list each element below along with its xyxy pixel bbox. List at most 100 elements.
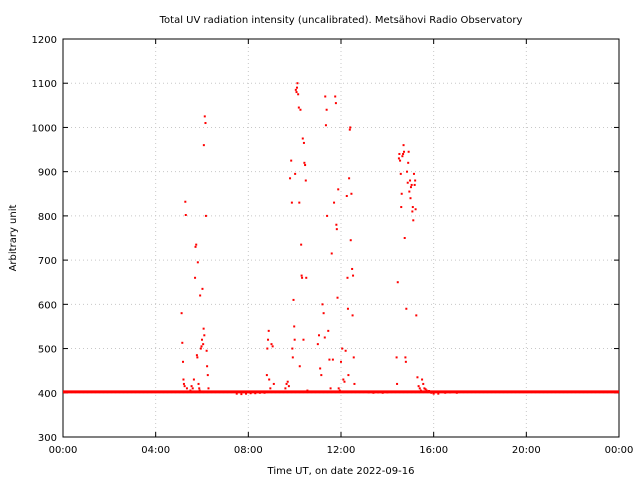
- data-point: [343, 380, 346, 383]
- data-point: [190, 385, 193, 388]
- data-point: [198, 387, 201, 390]
- data-point: [399, 172, 402, 175]
- data-point: [321, 303, 324, 306]
- data-point: [324, 124, 327, 127]
- data-point: [194, 276, 197, 279]
- data-point: [304, 179, 307, 182]
- data-point: [317, 334, 320, 337]
- data-point: [289, 177, 292, 180]
- data-point: [201, 338, 203, 341]
- data-point: [271, 345, 274, 348]
- data-point: [286, 380, 289, 383]
- data-point: [245, 392, 248, 395]
- data-point: [418, 387, 421, 390]
- data-point: [295, 91, 298, 94]
- data-point: [302, 338, 305, 341]
- data-point: [206, 374, 209, 377]
- data-point: [327, 329, 330, 332]
- data-point: [249, 392, 252, 395]
- axis-ticks: [62, 38, 620, 438]
- data-point: [331, 358, 334, 361]
- data-point: [414, 179, 417, 182]
- data-point: [412, 219, 415, 222]
- data-point: [205, 349, 208, 352]
- grid-lines: [63, 39, 619, 437]
- data-point: [207, 387, 210, 390]
- data-point: [402, 144, 405, 147]
- data-point: [202, 343, 205, 346]
- data-point: [409, 186, 412, 189]
- data-point: [300, 243, 303, 246]
- data-point: [295, 86, 298, 89]
- data-point: [299, 108, 302, 111]
- x-tick-label: 12:00: [327, 445, 356, 456]
- data-point: [316, 343, 319, 346]
- data-point: [401, 155, 404, 158]
- data-point: [235, 392, 238, 395]
- y-tick-label: 300: [38, 433, 57, 444]
- data-point: [351, 267, 354, 270]
- data-point: [265, 374, 268, 377]
- data-point: [290, 201, 293, 204]
- data-point: [421, 378, 424, 381]
- data-point: [411, 206, 414, 209]
- data-point: [336, 296, 339, 299]
- data-point: [428, 390, 431, 393]
- data-point: [323, 336, 326, 339]
- x-tick-label: 16:00: [419, 445, 448, 456]
- data-point: [307, 390, 310, 393]
- data-point: [404, 356, 407, 359]
- data-point: [197, 382, 200, 385]
- data-point: [411, 210, 414, 213]
- data-point: [291, 356, 294, 359]
- data-point: [305, 276, 308, 279]
- data-point: [189, 389, 192, 392]
- data-point: [419, 389, 422, 392]
- data-point: [406, 170, 409, 173]
- x-tick-label: 00:00: [49, 445, 78, 456]
- data-point: [346, 307, 349, 310]
- data-point: [270, 343, 273, 346]
- data-point: [352, 356, 355, 359]
- data-point: [409, 179, 412, 182]
- y-tick-label: 600: [38, 300, 57, 311]
- data-point: [297, 106, 300, 109]
- data-point: [386, 391, 389, 394]
- data-point: [412, 172, 415, 175]
- data-point: [351, 314, 354, 317]
- plot-area-frame: [62, 38, 620, 438]
- data-point: [301, 137, 304, 140]
- data-point: [195, 243, 198, 246]
- data-point: [284, 387, 287, 390]
- data-point: [272, 382, 275, 385]
- y-tick-labels: 300 400 500 600 700 800 900 1000 1100 1200: [32, 35, 57, 444]
- data-point: [195, 354, 198, 357]
- data-point: [298, 365, 301, 368]
- data-point: [322, 312, 325, 315]
- y-tick-label: 400: [38, 389, 57, 400]
- y-tick-label: 1000: [32, 123, 57, 134]
- data-point: [335, 223, 338, 226]
- data-point: [399, 159, 402, 162]
- data-point: [432, 392, 435, 395]
- data-point: [409, 197, 412, 200]
- data-point: [410, 183, 413, 186]
- y-tick-label: 1100: [32, 79, 57, 90]
- data-point: [377, 391, 380, 394]
- data-point: [352, 274, 355, 277]
- data-point: [416, 376, 419, 379]
- data-point: [291, 347, 294, 350]
- data-point: [372, 391, 375, 394]
- data-point: [403, 150, 406, 153]
- data-point: [448, 391, 451, 394]
- data-point: [182, 382, 185, 385]
- data-point: [300, 274, 303, 277]
- data-point: [402, 152, 405, 155]
- data-point: [263, 391, 266, 394]
- data-point: [430, 391, 433, 394]
- data-point: [407, 161, 410, 164]
- data-point: [349, 126, 352, 129]
- data-point: [293, 338, 296, 341]
- data-point: [367, 391, 370, 394]
- data-point: [319, 367, 322, 370]
